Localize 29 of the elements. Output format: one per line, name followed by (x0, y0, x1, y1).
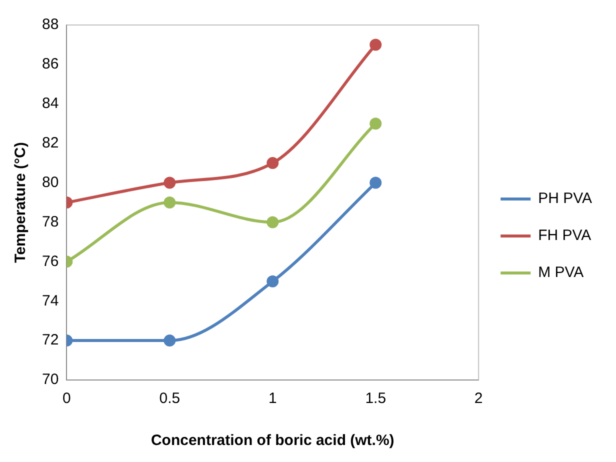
y-tick-label: 86 (42, 56, 59, 73)
point (266, 157, 279, 170)
point (164, 176, 176, 189)
y-tick-label: 78 (42, 213, 59, 230)
y-tick-label: 84 (42, 95, 59, 112)
y-axis-title: Temperature (°C) (12, 142, 30, 263)
legend-label: FH PVA (538, 227, 592, 244)
point (370, 176, 382, 189)
legend-label: PH PVA (538, 190, 592, 208)
x-axis-title: Concentration of boric acid (wt.%) (150, 432, 394, 450)
x-tick-label: 1.5 (365, 390, 386, 408)
y-tick-label: 82 (42, 134, 59, 152)
y-tick-label: 88 (42, 16, 59, 34)
point (164, 334, 176, 347)
y-tick-label: 76 (42, 252, 59, 270)
point (266, 275, 279, 288)
legend-label: M PVA (538, 264, 584, 282)
point (370, 118, 382, 130)
y-tick-label: 80 (42, 174, 59, 191)
y-tick-label: 70 (42, 371, 59, 388)
x-tick-label: 1 (268, 390, 277, 408)
y-tick-label: 74 (42, 292, 59, 310)
x-tick-label: 2 (474, 390, 483, 408)
y-tick-label: 72 (42, 332, 59, 349)
point (370, 38, 382, 51)
x-tick-label: 0.5 (159, 390, 180, 408)
point (266, 216, 279, 228)
x-tick-label: 0 (62, 390, 71, 408)
point (164, 196, 176, 208)
